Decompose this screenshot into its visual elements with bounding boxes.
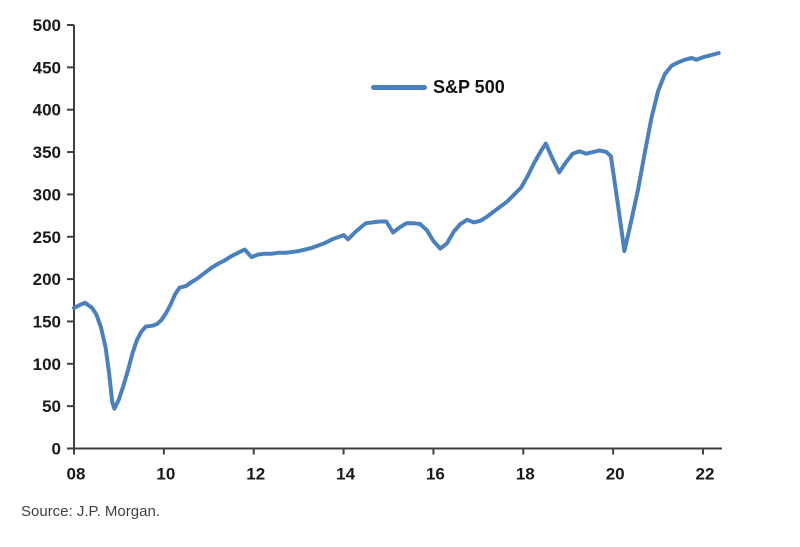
y-tick-label: 400 <box>33 101 61 120</box>
y-tick-label: 0 <box>52 440 61 459</box>
x-tick-label: 18 <box>516 465 535 484</box>
axes <box>73 25 722 450</box>
y-tick-label: 50 <box>42 397 61 416</box>
legend-label: S&P 500 <box>433 77 505 97</box>
legend-line-swatch <box>371 84 427 90</box>
y-tick-label: 250 <box>33 228 61 247</box>
y-tick-label: 350 <box>33 143 61 162</box>
y-tick-label: 300 <box>33 185 61 204</box>
x-tick-label: 20 <box>606 465 625 484</box>
x-tick-label: 16 <box>426 465 445 484</box>
x-tick-label: 08 <box>67 465 86 484</box>
y-tick-label: 100 <box>33 355 61 374</box>
y-tick-label: 500 <box>33 16 61 35</box>
x-tick-label: 22 <box>696 465 715 484</box>
source-note: Source: J.P. Morgan. <box>21 503 160 520</box>
x-tick-label: 14 <box>336 465 355 484</box>
chart-legend: S&P 500 <box>371 78 505 96</box>
y-tick-label: 450 <box>33 58 61 77</box>
sp500-line-series <box>72 51 721 411</box>
x-tick-label: 10 <box>156 465 175 484</box>
x-tick-label: 12 <box>246 465 265 484</box>
y-tick-label: 150 <box>33 312 61 331</box>
y-tick-label: 200 <box>33 270 61 289</box>
